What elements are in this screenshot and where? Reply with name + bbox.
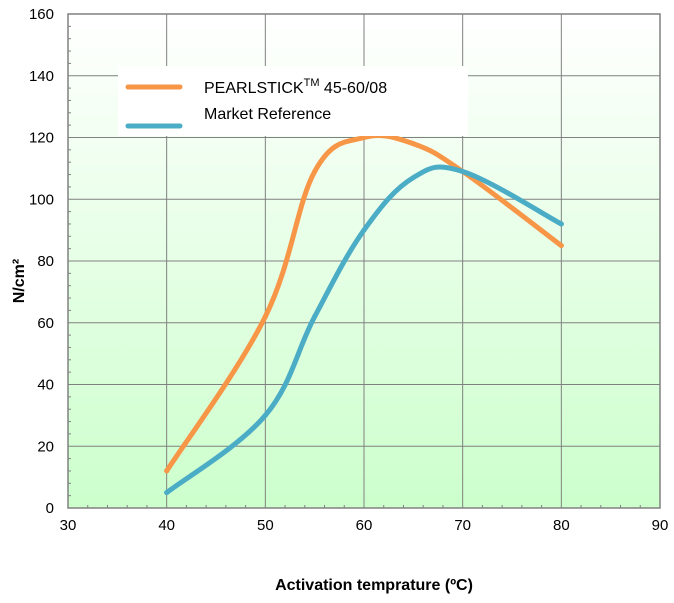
data-point <box>312 314 318 320</box>
data-point <box>164 468 170 474</box>
legend-label-rest: 45-60/08 <box>319 80 387 97</box>
plot-frame <box>67 13 661 509</box>
y-tick-label: 160 <box>29 6 54 23</box>
x-tick-label: 60 <box>356 517 373 534</box>
data-point <box>312 168 318 174</box>
data-point <box>410 175 416 181</box>
x-tick-label: 30 <box>60 517 77 534</box>
legend-label-main: PEARLSTICK <box>204 80 304 97</box>
x-axis-title: Activation temprature (ºC) <box>275 577 473 594</box>
y-tick-label: 40 <box>37 377 54 394</box>
data-point <box>410 141 416 147</box>
y-axis-title: N/cm² <box>11 259 28 303</box>
y-tick-label: 140 <box>29 68 54 85</box>
y-tick-label: 120 <box>29 130 54 147</box>
x-tick-label: 70 <box>454 517 471 534</box>
data-point <box>361 135 367 140</box>
y-tick-label: 100 <box>29 191 54 208</box>
y-axis-tick-labels: 0 20 40 60 80 100 120 140 160 <box>29 6 54 517</box>
legend-label-market-reference: Market Reference <box>204 106 331 123</box>
x-tick-label: 50 <box>257 517 274 534</box>
y-tick-label: 0 <box>46 500 54 517</box>
x-tick-label: 90 <box>652 517 669 534</box>
data-point <box>558 221 564 227</box>
x-tick-label: 80 <box>553 517 570 534</box>
data-point <box>164 490 170 496</box>
x-tick-label: 40 <box>158 517 175 534</box>
legend: PEARLSTICKTM 45-60/08 Market Reference <box>118 66 468 136</box>
legend-label-pearlstick: PEARLSTICKTM 45-60/08 <box>204 77 387 97</box>
y-tick-label: 20 <box>37 438 54 455</box>
data-point <box>361 227 367 233</box>
data-point <box>558 243 564 249</box>
y-tick-label: 80 <box>37 253 54 270</box>
x-axis-tick-labels: 30 40 50 60 70 80 90 <box>60 517 669 534</box>
y-tick-label: 60 <box>37 315 54 332</box>
data-point <box>262 314 268 320</box>
data-point <box>262 412 268 418</box>
series-lines <box>164 133 564 496</box>
data-point <box>460 168 466 174</box>
legend-label-superscript: TM <box>304 77 320 89</box>
